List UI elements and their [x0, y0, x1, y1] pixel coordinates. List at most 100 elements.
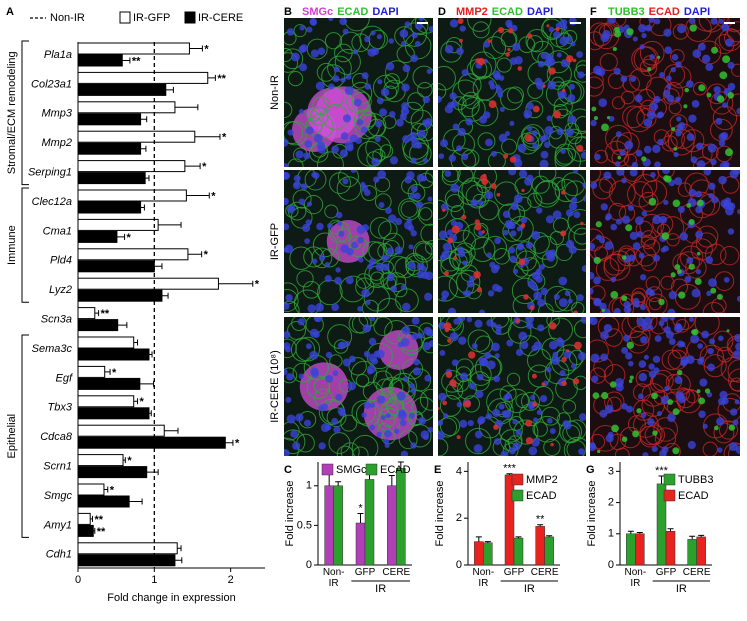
cell-outline — [533, 415, 561, 443]
nucleus — [376, 395, 386, 404]
nucleus — [286, 414, 296, 424]
error-bar — [484, 541, 491, 543]
signal — [524, 134, 533, 142]
nucleus — [502, 409, 512, 419]
nucleus — [381, 254, 388, 262]
nucleus — [491, 283, 500, 292]
signal — [727, 92, 735, 99]
cell-outline — [463, 395, 481, 413]
nucleus — [531, 230, 541, 240]
cell-outline — [366, 151, 382, 167]
signal — [601, 123, 609, 132]
cell-outline — [284, 101, 293, 119]
nucleus — [546, 366, 552, 373]
cell-outline — [455, 366, 472, 383]
nucleus — [665, 75, 672, 82]
cell-outline — [425, 170, 433, 183]
nucleus — [284, 247, 289, 253]
cell-outline — [438, 417, 458, 438]
error-bar — [139, 380, 155, 387]
nucleus — [610, 276, 617, 283]
nucleus — [636, 317, 645, 326]
nucleus — [458, 336, 467, 345]
signal — [457, 18, 464, 24]
nucleus — [338, 230, 345, 237]
error-bar — [627, 530, 634, 534]
signal — [592, 392, 600, 399]
nucleus — [377, 170, 387, 179]
bar — [77, 348, 150, 361]
legend-label: TUBB3 — [678, 474, 713, 486]
signal — [704, 388, 711, 394]
nucleus — [677, 206, 685, 214]
group-bracket — [21, 40, 29, 186]
micrograph — [590, 170, 740, 313]
nucleus — [688, 189, 697, 197]
y-axis-label: Fold increase — [284, 480, 296, 546]
nucleus — [657, 138, 665, 146]
signal — [481, 178, 489, 185]
nucleus — [408, 412, 415, 419]
nucleus — [317, 145, 326, 154]
signal — [509, 156, 517, 163]
nucleus — [438, 321, 446, 330]
nucleus — [470, 199, 479, 207]
nucleus — [303, 419, 312, 427]
nucleus — [504, 131, 510, 137]
nucleus — [337, 220, 343, 227]
nucleus — [426, 68, 432, 74]
cell-outline — [633, 412, 659, 438]
nucleus — [370, 30, 376, 36]
cell-outline — [604, 391, 625, 412]
cell-outline — [457, 73, 482, 97]
cell-outline — [538, 303, 554, 313]
cell-outline — [351, 434, 379, 456]
nucleus — [701, 54, 711, 64]
cell-outline — [385, 397, 404, 416]
signal — [686, 203, 692, 208]
legend-label: ECAD — [380, 464, 411, 476]
nucleus — [396, 391, 406, 401]
legend-label: IR-CERE — [198, 12, 243, 24]
nucleus — [664, 46, 672, 54]
signal — [443, 270, 449, 276]
nucleus — [305, 126, 314, 135]
cell-outline — [554, 147, 574, 167]
cell-outline — [285, 204, 299, 218]
signal — [696, 251, 701, 256]
nucleus — [546, 115, 553, 122]
signal — [629, 375, 634, 380]
cell-outline — [398, 430, 418, 450]
bar — [77, 466, 148, 479]
cell-outline — [410, 18, 429, 36]
signal — [493, 424, 499, 430]
group-label: Stromal/ECM remodeling — [6, 51, 18, 174]
nucleus — [531, 130, 538, 136]
signal — [549, 322, 557, 330]
nucleus — [598, 98, 608, 107]
nucleus — [414, 40, 421, 47]
nucleus — [730, 408, 738, 416]
nucleus — [438, 153, 445, 159]
category-label-box: Non-IR — [624, 567, 646, 589]
nucleus — [564, 290, 571, 297]
cell-outline — [639, 213, 664, 239]
nucleus — [418, 416, 427, 425]
nucleus — [382, 263, 390, 271]
nucleus — [368, 258, 376, 266]
nucleus — [367, 263, 373, 270]
significance: ** — [97, 526, 106, 538]
nucleus — [537, 298, 546, 307]
micrograph — [590, 18, 740, 167]
category-label-box: CERE — [531, 567, 559, 578]
signal — [672, 199, 681, 208]
row-label: Non-IR — [269, 75, 281, 110]
significance: * — [110, 484, 115, 496]
signal — [710, 287, 717, 294]
nucleus — [628, 360, 634, 367]
nucleus — [401, 325, 411, 335]
nucleus — [346, 247, 354, 256]
cell-outline — [668, 101, 682, 115]
signal — [442, 400, 447, 406]
cell-outline — [351, 91, 372, 112]
